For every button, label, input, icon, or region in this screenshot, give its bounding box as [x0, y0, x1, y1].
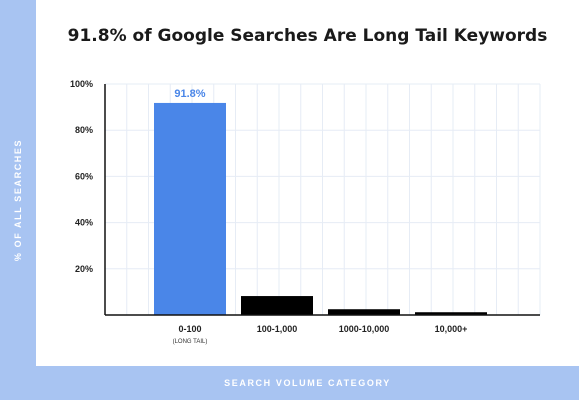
bar — [415, 312, 487, 315]
data-label: 91.8% — [174, 88, 205, 100]
x-tick-label: 1000-10,000 — [339, 324, 390, 334]
y-tick-label: 100% — [70, 79, 93, 89]
y-tick-label: 40% — [75, 218, 93, 228]
x-tick-label: 0-100 — [178, 324, 201, 334]
bar — [328, 309, 400, 315]
bar — [241, 296, 313, 315]
bottom-band — [36, 366, 579, 400]
left-band — [0, 0, 36, 400]
bar — [154, 102, 226, 315]
x-axis-title: SEARCH VOLUME CATEGORY — [224, 378, 391, 388]
y-tick-label: 60% — [75, 171, 93, 181]
y-tick-label: 80% — [75, 125, 93, 135]
x-tick-sublabel: (LONG TAIL) — [173, 339, 208, 345]
x-tick-label: 100-1,000 — [257, 324, 298, 334]
y-tick-label: 20% — [75, 264, 93, 274]
chart-title: 91.8% of Google Searches Are Long Tail K… — [67, 26, 548, 46]
x-tick-label: 10,000+ — [435, 324, 468, 334]
